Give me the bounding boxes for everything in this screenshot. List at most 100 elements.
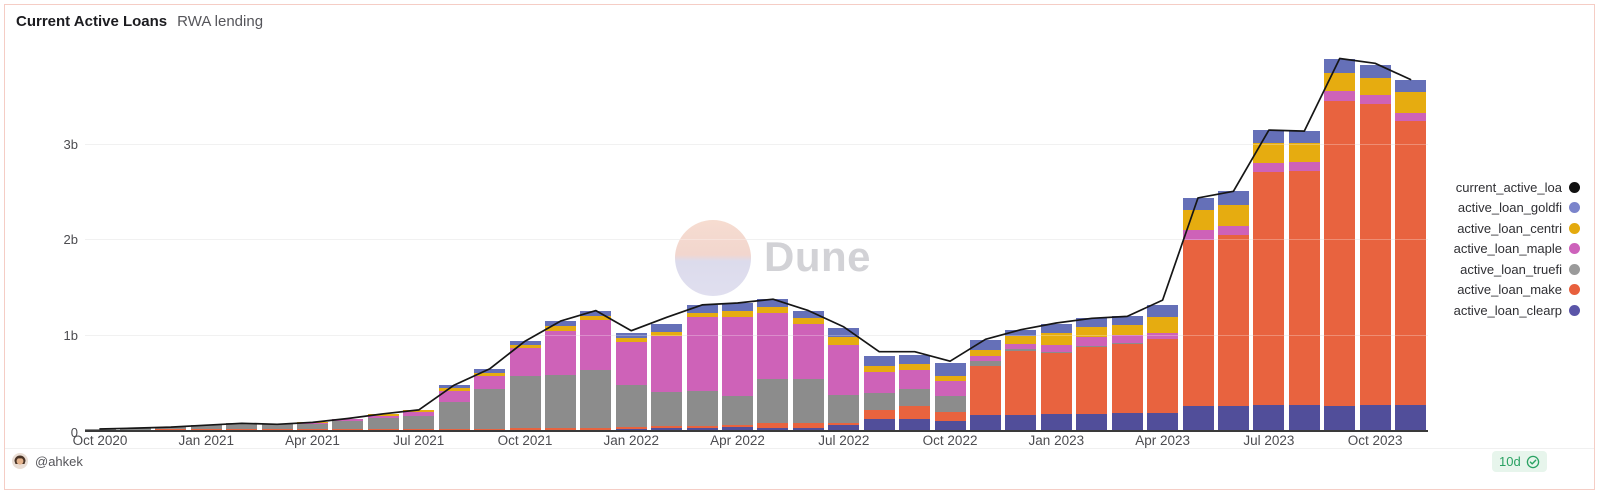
bar-segment-active_loan_truefi[interactable] [615, 385, 647, 428]
bar-segment-active_loan_centrifuge[interactable] [1395, 91, 1427, 113]
refresh-age-badge[interactable]: 10d [1492, 451, 1547, 472]
bar-column[interactable] [367, 413, 399, 430]
bar-segment-active_loan_maker[interactable] [1040, 352, 1072, 414]
bar-column[interactable] [757, 299, 789, 430]
bar-segment-active_loan_maker[interactable] [863, 409, 895, 419]
bar-column[interactable] [1147, 304, 1179, 430]
bar-segment-active_loan_maple[interactable] [1395, 112, 1427, 121]
bar-segment-active_loan_truefi[interactable] [899, 388, 931, 407]
bar-segment-active_loan_maker[interactable] [899, 406, 931, 419]
bar-segment-active_loan_truefi[interactable] [934, 395, 966, 412]
bar-segment-active_loan_maple[interactable] [438, 390, 470, 403]
bar-segment-active_loan_centrifuge[interactable] [1359, 77, 1391, 95]
bar-segment-active_loan_truefi[interactable] [651, 391, 683, 427]
bar-segment-active_loan_goldfinch[interactable] [1324, 59, 1356, 73]
bar-segment-active_loan_maker[interactable] [1147, 339, 1179, 413]
bar-segment-active_loan_goldfinch[interactable] [1359, 65, 1391, 78]
bar-segment-active_loan_maker[interactable] [1288, 171, 1320, 406]
bar-segment-active_loan_truefi[interactable] [792, 379, 824, 424]
bar-column[interactable] [722, 302, 754, 430]
bar-segment-active_loan_maker[interactable] [934, 411, 966, 422]
bar-segment-active_loan_goldfinch[interactable] [970, 340, 1001, 350]
bar-segment-active_loan_truefi[interactable] [863, 392, 895, 410]
author-link[interactable]: @ahkek [12, 453, 83, 469]
bar-column[interactable] [970, 340, 1001, 430]
bar-segment-active_loan_maker[interactable] [1005, 350, 1037, 415]
bar-segment-active_loan_centrifuge[interactable] [722, 310, 754, 318]
bar-column[interactable] [686, 304, 718, 430]
bar-column[interactable] [1111, 316, 1143, 430]
bar-segment-active_loan_centrifuge[interactable] [1076, 326, 1108, 338]
bar-column[interactable] [1324, 59, 1356, 430]
bar-segment-active_loan_clearpool[interactable] [899, 418, 931, 430]
bar-column[interactable] [651, 323, 683, 430]
bar-segment-active_loan_maple[interactable] [1253, 162, 1285, 173]
bar-segment-active_loan_maple[interactable] [615, 342, 647, 386]
bar-segment-active_loan_maple[interactable] [1288, 161, 1320, 172]
bar-column[interactable] [792, 310, 824, 430]
bar-segment-active_loan_clearpool[interactable] [863, 418, 895, 430]
bar-column[interactable] [297, 422, 329, 430]
bar-segment-active_loan_goldfinch[interactable] [686, 304, 718, 313]
bar-segment-active_loan_goldfinch[interactable] [1111, 316, 1143, 325]
bar-segment-active_loan_clearpool[interactable] [1182, 406, 1214, 430]
bar-segment-active_loan_goldfinch[interactable] [722, 302, 754, 311]
bar-segment-active_loan_clearpool[interactable] [1253, 405, 1285, 430]
bar-segment-active_loan_centrifuge[interactable] [828, 337, 860, 345]
bar-segment-active_loan_maker[interactable] [1324, 101, 1356, 407]
bar-segment-active_loan_goldfinch[interactable] [863, 356, 895, 366]
bar-segment-active_loan_truefi[interactable] [403, 415, 435, 430]
bar-segment-active_loan_centrifuge[interactable] [1253, 142, 1285, 163]
bar-segment-active_loan_maple[interactable] [1040, 344, 1072, 352]
bar-segment-active_loan_clearpool[interactable] [1111, 412, 1143, 430]
bar-segment-active_loan_truefi[interactable] [474, 388, 506, 430]
bar-column[interactable] [1253, 130, 1285, 430]
bar-segment-active_loan_goldfinch[interactable] [1182, 197, 1214, 211]
bar-segment-active_loan_truefi[interactable] [828, 394, 860, 424]
bar-column[interactable] [1182, 197, 1214, 430]
bar-segment-active_loan_maple[interactable] [686, 317, 718, 391]
bar-segment-active_loan_truefi[interactable] [722, 395, 754, 426]
bar-segment-active_loan_goldfinch[interactable] [1395, 79, 1427, 92]
bar-segment-active_loan_maker[interactable] [1111, 344, 1143, 413]
bar-segment-active_loan_maker[interactable] [1359, 104, 1391, 406]
bar-column[interactable] [580, 310, 612, 430]
bar-column[interactable] [544, 321, 576, 430]
bar-segment-active_loan_truefi[interactable] [509, 375, 541, 429]
bar-column[interactable] [615, 332, 647, 430]
bar-segment-active_loan_maple[interactable] [899, 369, 931, 389]
bar-segment-active_loan_maple[interactable] [1076, 337, 1108, 346]
bar-segment-active_loan_goldfinch[interactable] [651, 323, 683, 332]
bar-segment-active_loan_clearpool[interactable] [1147, 412, 1179, 430]
bar-column[interactable] [1217, 191, 1249, 430]
bar-column[interactable] [332, 418, 364, 430]
bar-column[interactable] [474, 368, 506, 430]
bar-segment-active_loan_maple[interactable] [757, 312, 789, 380]
bar-segment-active_loan_maker[interactable] [1395, 120, 1427, 406]
bar-segment-active_loan_goldfinch[interactable] [934, 363, 966, 376]
bar-segment-active_loan_clearpool[interactable] [1395, 405, 1427, 430]
bar-segment-active_loan_clearpool[interactable] [1040, 413, 1072, 430]
bar-column[interactable] [863, 356, 895, 430]
bar-segment-active_loan_centrifuge[interactable] [1005, 336, 1037, 345]
bar-segment-active_loan_maple[interactable] [509, 347, 541, 376]
bar-column[interactable] [1288, 131, 1320, 430]
bar-segment-active_loan_maple[interactable] [580, 320, 612, 370]
bar-segment-active_loan_centrifuge[interactable] [1147, 317, 1179, 333]
bar-segment-active_loan_goldfinch[interactable] [1147, 304, 1179, 318]
bar-segment-active_loan_truefi[interactable] [367, 417, 399, 430]
bar-segment-active_loan_truefi[interactable] [438, 402, 470, 430]
bar-segment-active_loan_centrifuge[interactable] [1288, 142, 1320, 162]
bar-segment-active_loan_goldfinch[interactable] [1217, 191, 1249, 205]
bar-column[interactable] [509, 341, 541, 430]
bar-segment-active_loan_clearpool[interactable] [1217, 406, 1249, 430]
bar-segment-active_loan_maker[interactable] [1076, 346, 1108, 414]
bar-segment-active_loan_maker[interactable] [1217, 235, 1249, 407]
bar-segment-active_loan_maple[interactable] [722, 317, 754, 396]
bar-segment-active_loan_centrifuge[interactable] [1324, 72, 1356, 91]
bar-segment-active_loan_truefi[interactable] [544, 374, 576, 429]
bar-segment-active_loan_goldfinch[interactable] [899, 354, 931, 365]
bar-segment-active_loan_goldfinch[interactable] [1040, 323, 1072, 333]
bar-segment-active_loan_clearpool[interactable] [1324, 406, 1356, 430]
bar-segment-active_loan_truefi[interactable] [580, 369, 612, 429]
